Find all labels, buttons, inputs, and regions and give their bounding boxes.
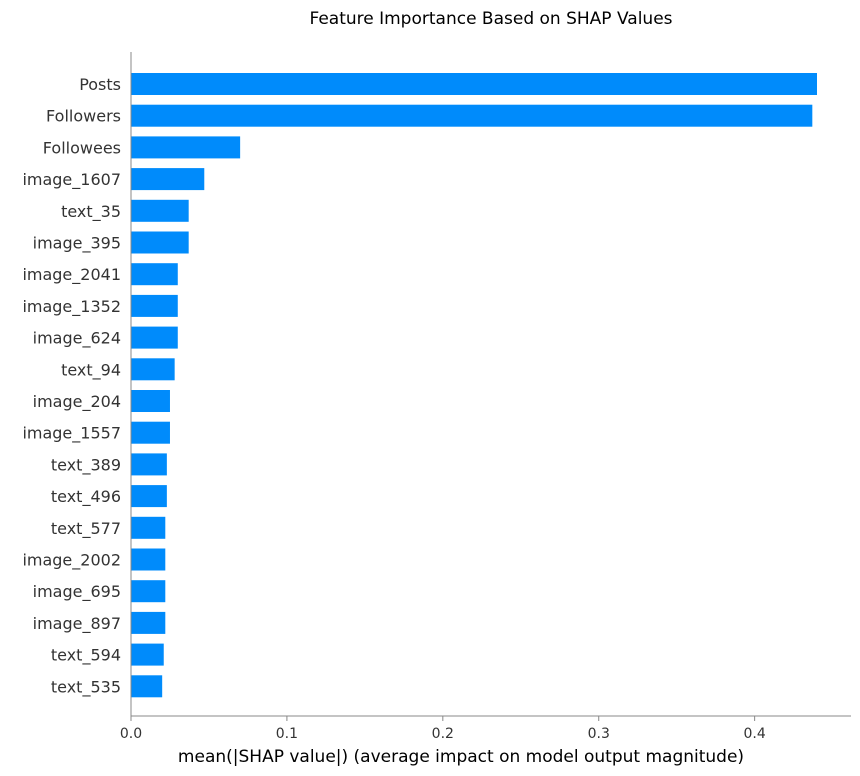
bar-image_204 bbox=[131, 390, 170, 412]
bar-text_577 bbox=[131, 516, 166, 539]
x-tick-label: 0.4 bbox=[744, 726, 766, 742]
y-tick-label-text_535: text_535 bbox=[51, 677, 121, 697]
bar-image_395 bbox=[131, 231, 189, 254]
x-tick-label: 0.3 bbox=[588, 726, 610, 742]
bar-Followers bbox=[131, 104, 813, 127]
y-tick-label-image_2002: image_2002 bbox=[22, 551, 121, 571]
y-tick-label-Followees: Followees bbox=[43, 138, 121, 157]
chart-title: Feature Importance Based on SHAP Values bbox=[309, 9, 672, 29]
y-tick-label-image_695: image_695 bbox=[33, 582, 121, 602]
bar-text_389 bbox=[131, 453, 167, 476]
bar-image_624 bbox=[131, 326, 178, 349]
x-axis-label: mean(|SHAP value|) (average impact on mo… bbox=[178, 747, 744, 767]
x-ticks: 0.0 0.1 0.2 0.3 0.4 bbox=[120, 716, 766, 742]
bar-image_2002 bbox=[131, 548, 166, 571]
bar-Posts bbox=[131, 73, 817, 95]
bar-text_35 bbox=[131, 199, 189, 222]
bar-text_535 bbox=[131, 675, 163, 698]
bar-image_897 bbox=[131, 611, 166, 634]
y-tick-label-image_2041: image_2041 bbox=[22, 265, 121, 285]
y-tick-label-image_395: image_395 bbox=[33, 234, 121, 254]
bar-text_594 bbox=[131, 643, 164, 666]
bar-text_496 bbox=[131, 485, 167, 508]
y-tick-label-text_594: text_594 bbox=[51, 646, 121, 666]
y-tick-label-text_577: text_577 bbox=[51, 519, 121, 539]
y-tick-label-image_1607: image_1607 bbox=[22, 170, 121, 190]
y-tick-label-Followers: Followers bbox=[46, 107, 121, 126]
y-tick-label-image_624: image_624 bbox=[33, 329, 121, 349]
x-tick-label: 0.0 bbox=[120, 726, 142, 742]
bar-Followees bbox=[131, 136, 241, 159]
bar-image_1607 bbox=[131, 168, 205, 191]
y-tick-labels: Posts Followers Followees image_1607 text_35… bbox=[22, 75, 121, 697]
x-tick-label: 0.2 bbox=[432, 726, 454, 742]
y-tick-label-text_94: text_94 bbox=[61, 360, 121, 380]
bar-image_695 bbox=[131, 580, 166, 603]
y-tick-label-image_204: image_204 bbox=[33, 392, 121, 412]
y-tick-label-text_496: text_496 bbox=[51, 487, 121, 507]
y-tick-label-image_1557: image_1557 bbox=[22, 424, 121, 444]
bar-image_2041 bbox=[131, 263, 178, 286]
bar-text_94 bbox=[131, 358, 175, 381]
y-tick-label-Posts: Posts bbox=[79, 75, 121, 94]
x-tick-label: 0.1 bbox=[276, 726, 298, 742]
y-tick-label-image_1352: image_1352 bbox=[22, 297, 121, 317]
y-tick-label-text_389: text_389 bbox=[51, 455, 121, 475]
bar-image_1352 bbox=[131, 294, 178, 317]
y-tick-label-image_897: image_897 bbox=[33, 614, 121, 634]
bars-group bbox=[131, 73, 817, 698]
y-tick-label-text_35: text_35 bbox=[61, 202, 121, 222]
bar-image_1557 bbox=[131, 421, 170, 444]
